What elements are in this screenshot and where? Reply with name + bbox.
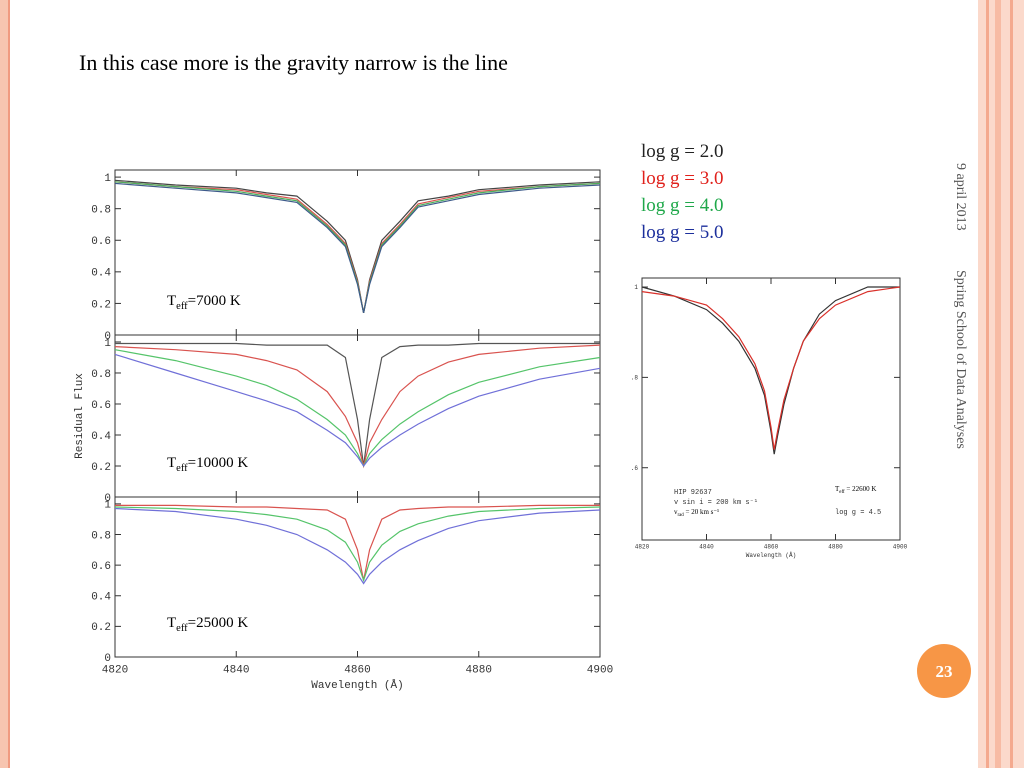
y-tick-label: 0 [104,331,111,343]
right-stripe [1010,0,1013,768]
y-tick-label: 0.4 [91,268,111,280]
x-tick-label: 4820 [102,664,128,676]
panel-label-sub: eff [176,463,188,474]
panel-label: Teff=25000 K [167,615,248,634]
x-tick-label: 4880 [828,543,843,550]
annotation-rest: = 22600 K [845,485,877,493]
x-tick-label: 4860 [344,664,370,676]
annotation-main: T [835,485,840,493]
y-tick-label: .6 [631,465,639,472]
y-tick-label: 0.2 [91,622,111,634]
y-tick-label: 0 [104,653,111,665]
date: 9 april 2013 [953,163,968,231]
y-tick-label: 0.6 [91,236,111,248]
panel-label: Teff=10000 K [167,455,248,474]
x-tick-label: 4860 [764,543,779,550]
y-tick-label: 1 [104,173,111,185]
annotation: Teff = 22600 K [835,485,876,495]
slide-title: In this case more is the gravity narrow … [79,50,508,75]
right-stripe [986,0,989,768]
footer: Spring School of Data Analyses [953,270,968,449]
left-border-line [8,0,10,768]
page-number: 23 [936,662,953,681]
panel-label-main: T [167,455,176,471]
y-tick-label: 0 [104,493,111,505]
y-tick-label: 0.8 [91,205,111,217]
annotation-sub: rad [678,513,685,518]
panel-label-main: T [167,615,176,631]
legend-entry: log g = 5.0 [641,222,724,243]
panel-label-rest: =25000 K [188,615,249,631]
panel-label-main: T [167,293,176,309]
y-tick-label: 0.4 [91,431,111,443]
x-tick-label: 4900 [893,543,908,550]
panel-label-rest: =7000 K [188,293,241,309]
y-tick-label: 1 [104,338,111,350]
annotation: vrad = 20 km s⁻¹ [674,508,719,518]
legend-entry: log g = 3.0 [641,168,724,189]
x-tick-label: 4820 [635,543,650,550]
y-tick-label: 0.2 [91,299,111,311]
spectrum-line [114,506,601,583]
x-tick-label: 4880 [466,664,492,676]
annotation-rest: = 20 km s⁻¹ [684,508,719,516]
spectrum-line [641,286,900,455]
y-tick-label: 0.2 [91,462,111,474]
x-tick-label: 4900 [587,664,613,676]
annotation: log g = 4.5 [835,509,881,517]
spectrum-line [114,507,601,585]
annotation-sub: eff [839,490,845,495]
legend-entry: log g = 4.0 [641,195,724,216]
panel-label-sub: eff [176,623,188,634]
x-tick-label: 4840 [223,664,249,676]
y-tick-label: 0.8 [91,369,111,381]
y-tick-label: 0.8 [91,530,111,542]
y-tick-label: 0.6 [91,400,111,412]
x-axis-label: Wavelength (Å) [311,679,403,692]
spectrum-line [114,353,601,468]
y-tick-label: 1 [104,500,111,512]
x-tick-label: 4840 [699,543,714,550]
x-axis-label: Wavelength (Å) [746,552,796,559]
y-axis-label: Residual Flux [74,373,86,459]
left-border [0,0,8,768]
panel-label-rest: =10000 K [188,455,249,471]
legend-entry: log g = 2.0 [641,141,724,162]
panel-label: Teff=7000 K [167,293,241,312]
page-badge [917,644,971,698]
spectrum-line [114,182,601,314]
y-tick-label: 0.4 [91,592,111,604]
right-stripe [995,0,1001,768]
annotation: v sin i = 200 km s⁻¹ [674,499,758,507]
y-tick-label: .8 [631,374,639,381]
spectrum-line [641,286,901,450]
panel-label-sub: eff [176,301,188,312]
y-tick-label: 1 [634,284,638,291]
y-tick-label: 0.6 [91,561,111,573]
annotation: HIP 92637 [674,489,712,497]
annotation-main: v [674,508,678,516]
